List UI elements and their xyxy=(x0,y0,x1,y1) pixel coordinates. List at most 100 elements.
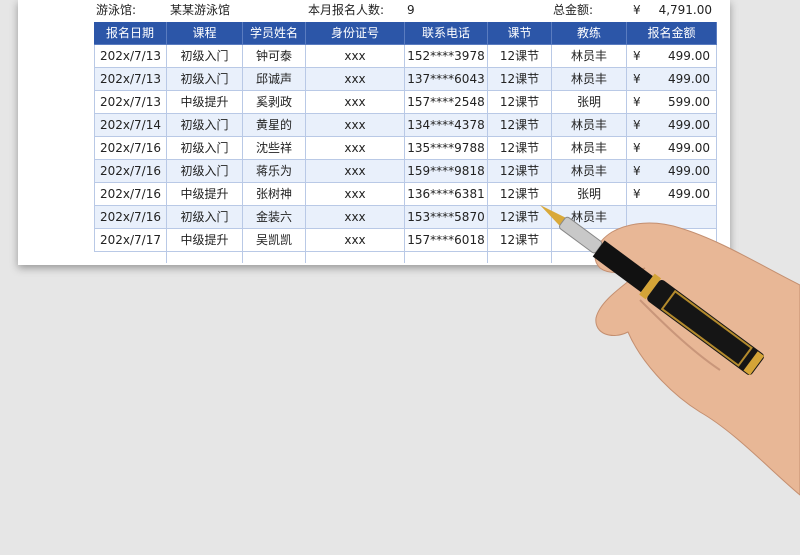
table-cell: xxx xyxy=(306,68,405,91)
table-cell: 初级入门 xyxy=(167,45,243,68)
table-cell: 202x/7/16 xyxy=(94,183,167,206)
header-cell: 报名金额 xyxy=(627,22,717,45)
blank-cell xyxy=(94,252,167,263)
table-cell: 202x/7/17 xyxy=(94,229,167,252)
table-cell: 林员丰 xyxy=(552,137,627,160)
table-cell: ¥499.00 xyxy=(627,114,717,137)
currency: ¥ xyxy=(633,49,641,63)
table-cell: 159****9818 xyxy=(405,160,488,183)
table-cell xyxy=(552,229,627,252)
table-cell: xxx xyxy=(306,229,405,252)
table-cell: 12课节 xyxy=(488,183,552,206)
table-cell: 初级入门 xyxy=(167,68,243,91)
blank-cell xyxy=(627,252,717,263)
info-total: 4,791.00 xyxy=(658,3,712,17)
table-cell: 邱诚声 xyxy=(243,68,306,91)
table-cell: xxx xyxy=(306,206,405,229)
amount: 499.00 xyxy=(668,141,710,155)
amount: 499.00 xyxy=(668,49,710,63)
table-cell: 12课节 xyxy=(488,160,552,183)
blank-cell xyxy=(306,252,405,263)
table-cell: 202x/7/13 xyxy=(94,68,167,91)
table-cell: xxx xyxy=(306,183,405,206)
table-cell: ¥599.00 xyxy=(627,91,717,114)
cap-end xyxy=(743,351,765,376)
currency: ¥ xyxy=(633,118,641,132)
table-cell: 12课节 xyxy=(488,137,552,160)
header-cell: 课节 xyxy=(488,22,552,45)
table-cell: 12课节 xyxy=(488,206,552,229)
blank-cell xyxy=(488,252,552,263)
amount: 599.00 xyxy=(668,95,710,109)
header-cell: 身份证号 xyxy=(306,22,405,45)
table-cell: 张树神 xyxy=(243,183,306,206)
info-text: 9 xyxy=(407,3,415,17)
header-cell: 学员姓名 xyxy=(243,22,306,45)
table-cell: ¥499.00 xyxy=(627,137,717,160)
header-cell: 报名日期 xyxy=(94,22,167,45)
blank-cell xyxy=(405,252,488,263)
crease xyxy=(639,299,721,371)
table-cell: 奚剥政 xyxy=(243,91,306,114)
table-cell: 202x/7/14 xyxy=(94,114,167,137)
table-cell: 152****3978 xyxy=(405,45,488,68)
table-cell: 12课节 xyxy=(488,91,552,114)
table-cell: 张明 xyxy=(552,91,627,114)
table-cell: 中级提升 xyxy=(167,229,243,252)
table-cell: xxx xyxy=(306,91,405,114)
table-cell: 初级入门 xyxy=(167,160,243,183)
amount: 499.00 xyxy=(668,187,710,201)
band xyxy=(639,273,662,300)
info-text: 本月报名人数: xyxy=(308,3,385,17)
header-cell: 教练 xyxy=(552,22,627,45)
table-cell: 202x/7/13 xyxy=(94,91,167,114)
table-cell: ¥499.00 xyxy=(627,45,717,68)
amount: 499.00 xyxy=(668,72,710,86)
table-cell: 吴凯凯 xyxy=(243,229,306,252)
blank-cell xyxy=(167,252,243,263)
table-cell: 初级入门 xyxy=(167,114,243,137)
header-cell: 课程 xyxy=(167,22,243,45)
table-cell: 金装六 xyxy=(243,206,306,229)
currency: ¥ xyxy=(633,72,641,86)
table-cell: xxx xyxy=(306,114,405,137)
table-cell: 林员丰 xyxy=(552,45,627,68)
table-cell: 沈些祥 xyxy=(243,137,306,160)
table-cell: 157****2548 xyxy=(405,91,488,114)
table-cell: 12课节 xyxy=(488,68,552,91)
table-cell: xxx xyxy=(306,45,405,68)
table-cell: 137****6043 xyxy=(405,68,488,91)
table-cell: 202x/7/13 xyxy=(94,45,167,68)
table-cell: 初级入门 xyxy=(167,137,243,160)
table-cell: xxx xyxy=(306,160,405,183)
currency: ¥ xyxy=(633,164,641,178)
table-cell: ¥499.00 xyxy=(627,183,717,206)
table-cell xyxy=(627,229,717,252)
amount: 499.00 xyxy=(668,164,710,178)
table-cell: 12课节 xyxy=(488,229,552,252)
currency: ¥ xyxy=(633,141,641,155)
table-cell: 135****9788 xyxy=(405,137,488,160)
table-cell: 中级提升 xyxy=(167,91,243,114)
table-cell: 林员丰 xyxy=(552,206,627,229)
table-cell xyxy=(627,206,717,229)
cap xyxy=(647,280,764,376)
table-cell: 134****4378 xyxy=(405,114,488,137)
sheet: 游泳馆: 某某游泳馆 本月报名人数: 9 总金额: ¥4,791.00 报名日期 课程 学员姓名… xyxy=(18,0,730,265)
table-cell: 153****5870 xyxy=(405,206,488,229)
table-cell: 林员丰 xyxy=(552,160,627,183)
table-cell: 初级入门 xyxy=(167,206,243,229)
table-cell: 张明 xyxy=(552,183,627,206)
table-cell: 202x/7/16 xyxy=(94,160,167,183)
info-text: 游泳馆: xyxy=(96,3,137,17)
table-cell: 157****6018 xyxy=(405,229,488,252)
info-text: ¥ xyxy=(633,3,641,17)
cap-pattern xyxy=(660,289,753,367)
currency: ¥ xyxy=(633,95,641,109)
table-cell: xxx xyxy=(306,137,405,160)
table-cell: 林员丰 xyxy=(552,68,627,91)
table-cell: 202x/7/16 xyxy=(94,137,167,160)
info-text: 某某游泳馆 xyxy=(170,3,231,17)
table-cell: ¥499.00 xyxy=(627,160,717,183)
